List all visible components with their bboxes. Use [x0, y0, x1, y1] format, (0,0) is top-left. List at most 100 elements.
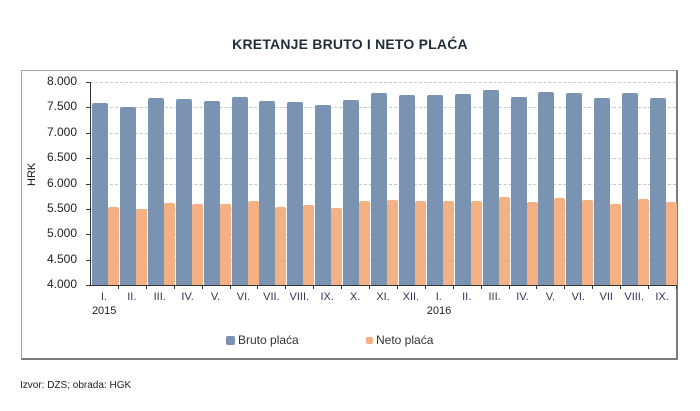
y-tick-label: 4.000	[46, 277, 77, 291]
chart-title: KRETANJE BRUTO I NETO PLAĆA	[232, 36, 468, 52]
y-tick-label: 7.500	[46, 99, 77, 114]
bar-bruto	[175, 99, 192, 285]
y-tick-mark	[86, 158, 90, 160]
x-tick-mark	[173, 285, 175, 289]
bar-neto	[414, 200, 426, 285]
legend-label-neto: Neto plaća	[376, 333, 434, 347]
x-axis	[90, 285, 676, 286]
x-tick-mark	[620, 285, 622, 289]
y-tick-label: 8.000	[46, 74, 77, 88]
bar-neto	[135, 208, 147, 285]
x-tick-label: XII.	[402, 291, 420, 303]
x-tick-mark	[592, 285, 594, 289]
bar-neto	[666, 201, 678, 285]
x-tick-mark	[369, 285, 371, 289]
legend-swatch-bruto	[226, 335, 235, 345]
bar-neto	[442, 200, 454, 285]
gridline	[90, 82, 676, 83]
x-tick-label: II.	[462, 291, 472, 303]
legend-item-neto: Neto plaća	[366, 333, 433, 347]
x-tick-label: III.	[153, 291, 166, 303]
bar-bruto	[510, 96, 527, 285]
y-tick-mark	[86, 183, 90, 185]
y-axis	[90, 82, 91, 285]
bar-bruto	[566, 92, 583, 285]
x-tick-label: III.	[488, 291, 501, 303]
y-tick-mark	[86, 285, 90, 286]
bar-bruto	[538, 91, 555, 285]
x-tick-label: V.	[545, 291, 556, 303]
source-note: Izvor: DZS; obrada: HGK	[20, 380, 132, 391]
bar-neto	[275, 207, 287, 285]
x-tick-label: X.	[349, 291, 361, 303]
bar-bruto	[622, 93, 639, 285]
x-tick-label: IV.	[181, 291, 194, 303]
x-tick-mark	[564, 285, 566, 289]
bar-bruto	[147, 97, 164, 285]
bar-bruto	[287, 101, 304, 285]
bar-bruto	[315, 104, 332, 285]
bar-bruto	[426, 95, 443, 285]
x-tick-label: I.	[435, 291, 442, 303]
y-tick-label: 4.500	[46, 251, 77, 266]
bar-bruto	[203, 100, 220, 285]
x-tick-mark	[313, 285, 315, 289]
bar-bruto	[594, 97, 611, 285]
bar-neto	[219, 204, 231, 285]
bar-neto	[303, 205, 315, 285]
legend-swatch-neto	[366, 336, 373, 344]
bar-bruto	[259, 101, 276, 285]
bar-bruto	[231, 96, 248, 285]
year-label: 2015	[91, 305, 117, 317]
y-tick-label: 5.500	[46, 200, 77, 215]
bar-neto	[638, 199, 650, 285]
bar-neto	[498, 196, 510, 285]
x-tick-mark	[508, 285, 510, 289]
bar-neto	[554, 198, 566, 285]
bar-neto	[191, 204, 203, 285]
x-tick-label: I.	[100, 291, 107, 303]
bar-neto	[331, 207, 343, 285]
bar-bruto	[650, 97, 667, 285]
x-tick-label: VI.	[236, 291, 251, 303]
y-tick-mark	[86, 208, 90, 210]
x-tick-label: VI.	[571, 291, 586, 303]
bar-neto	[108, 206, 119, 285]
y-tick-label: 7.000	[46, 124, 77, 139]
y-tick-mark	[86, 234, 90, 236]
bar-bruto	[398, 95, 415, 285]
x-tick-mark	[229, 285, 231, 289]
x-tick-mark	[536, 285, 538, 289]
bar-neto	[359, 201, 371, 285]
bar-bruto	[454, 94, 471, 285]
bar-bruto	[119, 106, 136, 285]
bar-neto	[163, 202, 175, 285]
x-tick-mark	[452, 285, 454, 289]
x-tick-label: IV.	[516, 291, 529, 303]
y-tick-label: 6.000	[46, 175, 77, 190]
y-tick-mark	[86, 82, 90, 83]
legend-item-bruto: Bruto plaća	[226, 333, 299, 347]
x-tick-label: II.	[127, 291, 137, 303]
x-tick-label: XI.	[376, 291, 390, 303]
x-tick-mark	[676, 285, 677, 289]
x-tick-mark	[480, 285, 482, 289]
x-tick-mark	[396, 285, 398, 289]
x-tick-mark	[648, 285, 650, 289]
y-tick-mark	[86, 107, 90, 109]
bar-neto	[610, 203, 622, 285]
x-tick-mark	[117, 285, 119, 289]
x-tick-label: V.	[210, 291, 221, 303]
y-tick-mark	[86, 132, 90, 134]
x-tick-label: VIII.	[289, 291, 310, 303]
y-tick-mark	[86, 259, 90, 261]
x-tick-label: IX.	[655, 291, 669, 303]
x-tick-mark	[257, 285, 259, 289]
x-tick-label: VIII.	[624, 291, 644, 303]
y-tick-label: 6.500	[46, 150, 77, 165]
x-tick-mark	[201, 285, 203, 289]
bar-neto	[247, 200, 259, 285]
bar-bruto	[343, 100, 360, 285]
x-tick-mark	[285, 285, 287, 289]
bar-bruto	[482, 90, 499, 285]
